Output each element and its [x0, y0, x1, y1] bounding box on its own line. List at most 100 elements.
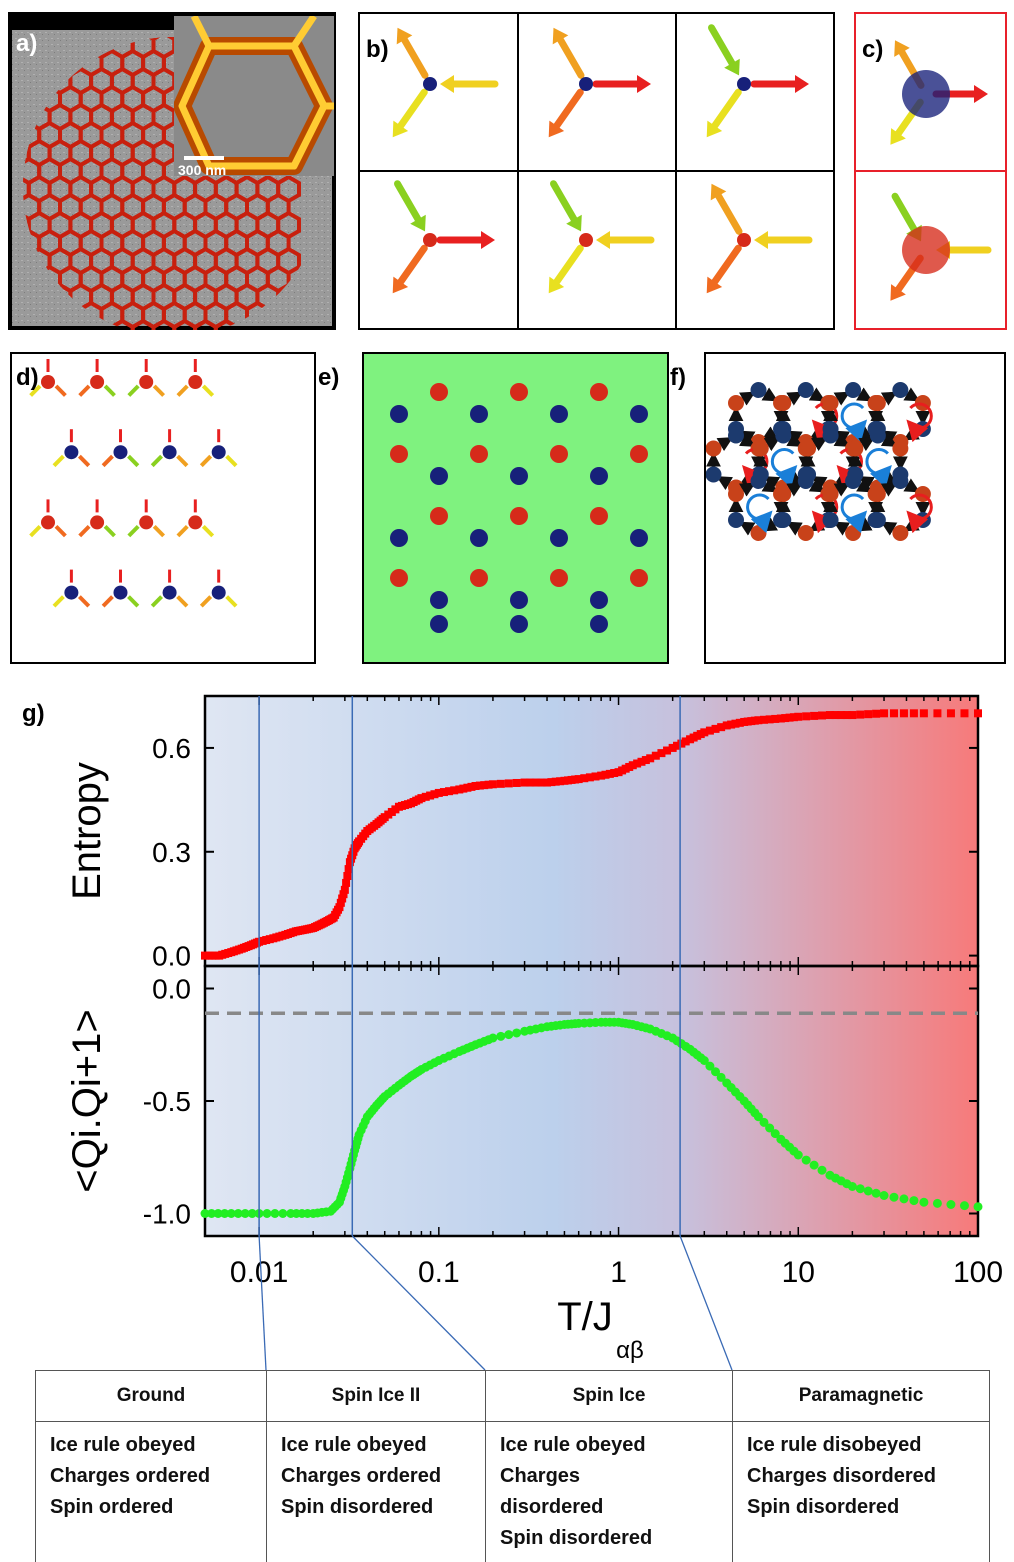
phase-property: Spin disordered — [281, 1496, 434, 1518]
positive-charge-dot — [139, 375, 154, 389]
positive-charge-sphere — [902, 226, 950, 274]
negative-charge-dot — [64, 585, 79, 600]
correlation-point — [909, 1196, 919, 1206]
entropy-point — [459, 784, 468, 793]
negative-charge-dot — [390, 529, 408, 547]
moment-arrow-head — [754, 231, 768, 249]
entropy-point — [837, 711, 846, 720]
negative-charge-dot — [510, 591, 528, 609]
entropy-point — [722, 721, 731, 730]
afm-inset — [174, 16, 334, 176]
positive-charge-dot — [775, 395, 792, 411]
correlation-point — [504, 1030, 514, 1040]
moment-arrow-head — [974, 85, 988, 103]
moment-arrow — [52, 595, 65, 608]
y-tick-label: -0.5 — [143, 1086, 191, 1117]
moment-arrow — [880, 521, 898, 536]
positive-charge-dot — [706, 440, 722, 457]
entropy-point — [512, 778, 521, 787]
entropy-point — [342, 878, 351, 887]
lattice-vertex — [29, 499, 67, 538]
entropy-point — [641, 756, 650, 765]
panel-f: f) — [670, 352, 1006, 664]
positive-charge-dot — [510, 507, 528, 525]
negative-charge-dot — [423, 77, 437, 91]
correlation-point — [959, 1201, 969, 1211]
negative-charge-dot — [750, 382, 767, 398]
moment-arrow-head — [596, 231, 610, 249]
negative-charge-dot — [113, 445, 128, 460]
honeycomb-cell — [193, 318, 218, 330]
circulation-ccw-arrow — [840, 493, 868, 534]
positive-charge-dot — [470, 445, 488, 463]
entropy-point — [496, 779, 505, 788]
entropy-point — [933, 709, 942, 718]
positive-charge-dot — [90, 375, 105, 389]
lattice-vertex — [176, 359, 215, 397]
positive-charge-dot — [845, 525, 862, 541]
entropy-point — [547, 778, 556, 787]
phase-property: Spin disordered — [747, 1496, 900, 1518]
moment-arrow — [786, 521, 803, 536]
entropy-point — [504, 779, 513, 788]
moment-arrow — [78, 384, 91, 397]
positive-charge-dot — [470, 569, 488, 587]
moment-arrow — [225, 454, 238, 468]
negative-charge-dot — [728, 427, 744, 444]
negative-charge-dot — [470, 405, 488, 423]
negative-charge-dot — [797, 473, 814, 489]
correlation-point — [793, 1150, 803, 1160]
moment-arrow-head — [396, 27, 413, 45]
phase-property: Charges ordered — [50, 1465, 211, 1487]
phase-property: Ice rule obeyed — [500, 1434, 646, 1456]
negative-charge-dot — [775, 512, 792, 528]
vertex-configuration — [548, 27, 651, 138]
entropy-point — [889, 709, 898, 718]
negative-charge-dot — [728, 512, 744, 528]
lattice-vertex — [29, 359, 67, 397]
entropy-point — [760, 715, 769, 724]
entropy-point — [471, 782, 480, 790]
moment-arrow — [738, 391, 756, 406]
entropy-point — [467, 782, 476, 791]
moment-arrow-head — [890, 128, 906, 145]
moment-arrow — [199, 454, 213, 468]
positive-charge-dot — [579, 233, 593, 247]
entropy-point — [556, 777, 565, 786]
honeycomb-cell — [109, 318, 135, 330]
positive-charge-dot — [510, 383, 528, 401]
moment-arrow-shaft — [394, 180, 422, 223]
entropy-point — [802, 712, 811, 721]
entropy-point — [781, 714, 790, 723]
correlation-point — [847, 1182, 857, 1191]
entropy-point — [818, 711, 827, 720]
correlation-point — [919, 1197, 929, 1207]
entropy-point — [681, 737, 690, 746]
phase-property: Ice rule disobeyed — [747, 1434, 922, 1456]
moment-arrow — [738, 432, 756, 447]
circulation-ccw-arrow — [840, 402, 868, 443]
correlation-point — [705, 1061, 715, 1071]
moment-arrow-shaft — [397, 88, 428, 130]
negative-charge-dot — [630, 529, 648, 547]
entropy-point — [831, 711, 840, 720]
entropy-point — [789, 713, 798, 722]
moment-arrow-head — [440, 75, 454, 93]
moment-arrow — [152, 524, 166, 538]
entropy-point — [339, 890, 348, 899]
negative-charge-dot — [430, 615, 448, 633]
entropy-point — [700, 728, 709, 737]
moment-arrow — [176, 454, 189, 468]
entropy-point — [717, 723, 726, 732]
moment-arrow — [856, 478, 873, 493]
panel-a: 300 nm a) — [8, 12, 336, 330]
entropy-point — [909, 709, 918, 718]
negative-charge-dot — [550, 405, 568, 423]
moment-arrow — [176, 524, 189, 538]
entropy-point — [771, 714, 780, 723]
lattice-vertex — [150, 429, 189, 468]
correlation-point — [213, 1209, 223, 1218]
moment-arrow — [201, 524, 215, 538]
phase-connector-line — [679, 1235, 733, 1371]
entropy-point — [430, 790, 439, 799]
